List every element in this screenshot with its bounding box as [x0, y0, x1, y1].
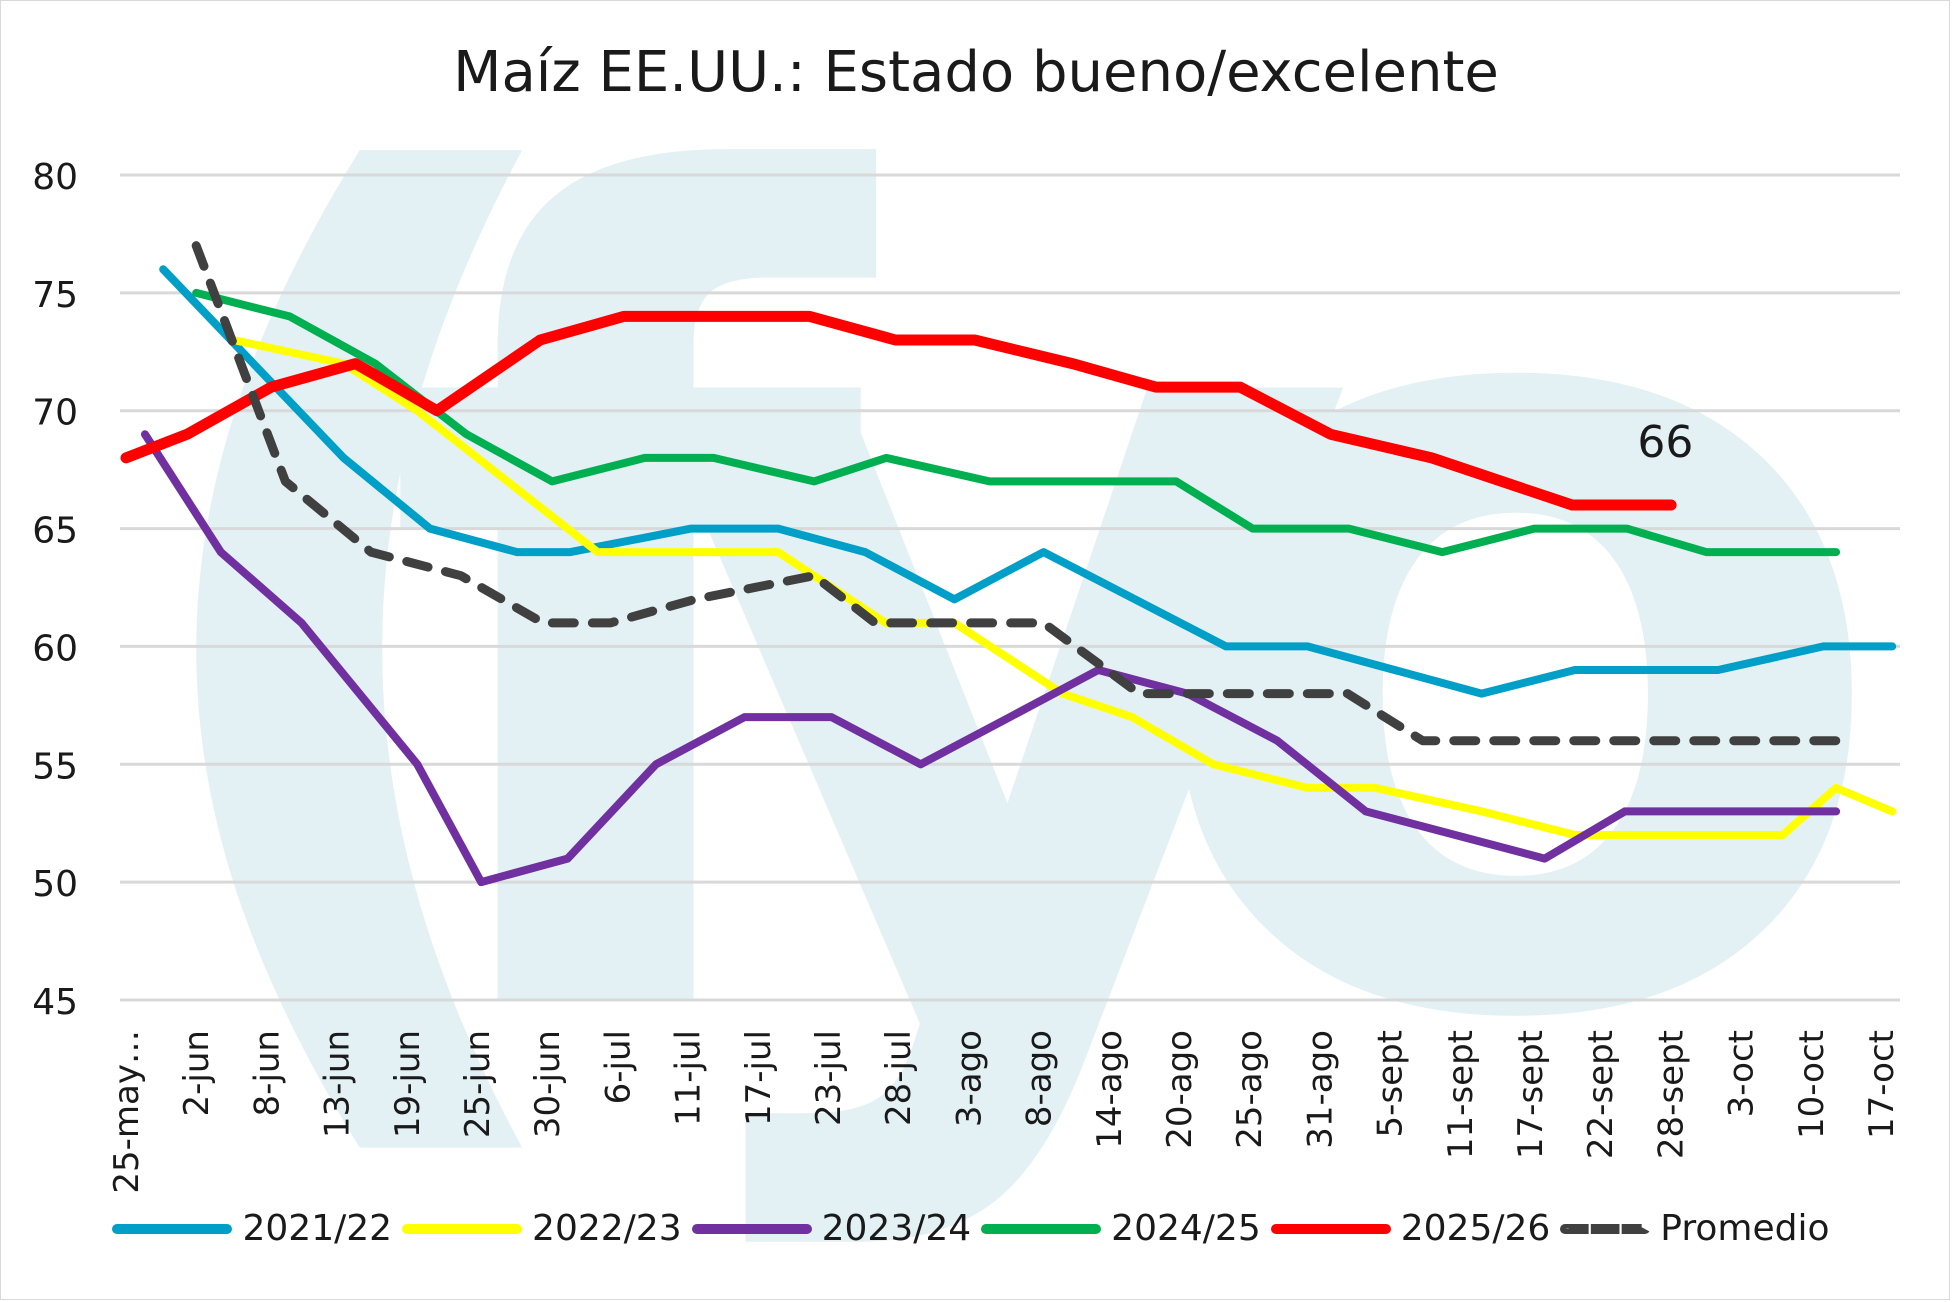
- x-tick-label: 8-jun: [247, 1030, 287, 1116]
- x-tick-label: 10-oct: [1792, 1030, 1832, 1139]
- x-tick-label: 30-jun: [528, 1030, 568, 1138]
- chart-title: Maíz EE.UU.: Estado bueno/excelente: [453, 40, 1499, 105]
- x-tick-label: 31-ago: [1300, 1030, 1340, 1149]
- series-line-2024-25: [192, 288, 1841, 557]
- watermark-text: (fyo: [100, 0, 1900, 1265]
- x-tick-label: 6-jul: [598, 1030, 638, 1104]
- legend-swatch: [402, 1223, 523, 1234]
- legend-label: 2021/22: [242, 1208, 393, 1249]
- legend-swatch: [1270, 1223, 1391, 1234]
- x-tick-label: 28-jul: [879, 1030, 919, 1126]
- y-tick-label: 70: [32, 393, 78, 434]
- x-tick-label: 17-oct: [1862, 1030, 1902, 1139]
- annotations: 66: [1637, 417, 1693, 468]
- x-tick-label: 11-sept: [1441, 1030, 1481, 1159]
- x-tick-label: 23-jul: [809, 1030, 849, 1126]
- legend-label: 2025/26: [1400, 1208, 1551, 1249]
- series-line-2025-26: [120, 310, 1677, 511]
- y-tick-label: 55: [32, 746, 78, 787]
- watermark-logo: (fyo: [100, 0, 1900, 1265]
- gridlines: [120, 173, 1900, 1002]
- legend-swatch: [981, 1223, 1102, 1234]
- x-axis-ticks: 25-may… 2-jun 8-jun 13-jun 19-jun 25-jun 30-ju…: [107, 1030, 1902, 1194]
- x-tick-label: 25-ago: [1230, 1030, 1270, 1149]
- legend-item: 2024/25: [981, 1208, 1261, 1249]
- legend-label: 2023/24: [821, 1208, 972, 1249]
- legend-item: 2021/22: [112, 1208, 392, 1249]
- x-tick-label: 17-sept: [1511, 1030, 1551, 1159]
- data-label: 66: [1637, 417, 1693, 468]
- x-tick-label: 3-oct: [1722, 1030, 1762, 1117]
- x-tick-label: 8-ago: [1020, 1030, 1060, 1127]
- y-tick-label: 75: [32, 275, 78, 316]
- x-tick-label: 14-ago: [1090, 1030, 1130, 1149]
- legend-label: 2022/23: [532, 1208, 682, 1249]
- legend-swatch: [1560, 1223, 1651, 1234]
- legend-label: 2024/25: [1111, 1208, 1261, 1249]
- y-tick-label: 45: [32, 982, 78, 1023]
- x-tick-label: 20-ago: [1160, 1030, 1200, 1149]
- x-tick-label: 25-may…: [107, 1030, 147, 1194]
- legend-swatch: [691, 1223, 812, 1234]
- y-tick-label: 65: [32, 511, 78, 552]
- x-tick-label: 19-jun: [388, 1030, 428, 1138]
- y-tick-label: 50: [32, 864, 78, 905]
- x-tick-label: 13-jun: [318, 1030, 358, 1138]
- x-tick-label: 11-jul: [669, 1030, 709, 1126]
- legend-swatch: [112, 1223, 233, 1234]
- x-tick-label: 28-sept: [1651, 1030, 1691, 1159]
- legend: 2021/22 2022/23 2023/24 2024/25 2025/26 Prome…: [0, 1208, 1952, 1249]
- y-tick-label: 80: [32, 157, 78, 198]
- legend-item: 2022/23: [402, 1208, 682, 1249]
- x-tick-label: 2-jun: [177, 1030, 217, 1116]
- legend-item: 2023/24: [691, 1208, 972, 1249]
- y-axis-ticks: 80 75 70 65 60 55 50 45: [32, 157, 78, 1023]
- x-tick-label: 25-jun: [458, 1030, 498, 1138]
- x-tick-label: 22-sept: [1581, 1030, 1621, 1159]
- x-tick-label: 3-ago: [949, 1030, 989, 1127]
- legend-label: Promedio: [1660, 1208, 1830, 1249]
- x-tick-label: 17-jul: [739, 1030, 779, 1126]
- legend-item: Promedio: [1560, 1208, 1830, 1249]
- series-lines: [120, 241, 1897, 887]
- x-tick-label: 5-sept: [1371, 1030, 1411, 1137]
- legend-item: 2025/26: [1270, 1208, 1551, 1249]
- series-line-2023-24: [141, 430, 1841, 887]
- y-tick-label: 60: [32, 628, 78, 669]
